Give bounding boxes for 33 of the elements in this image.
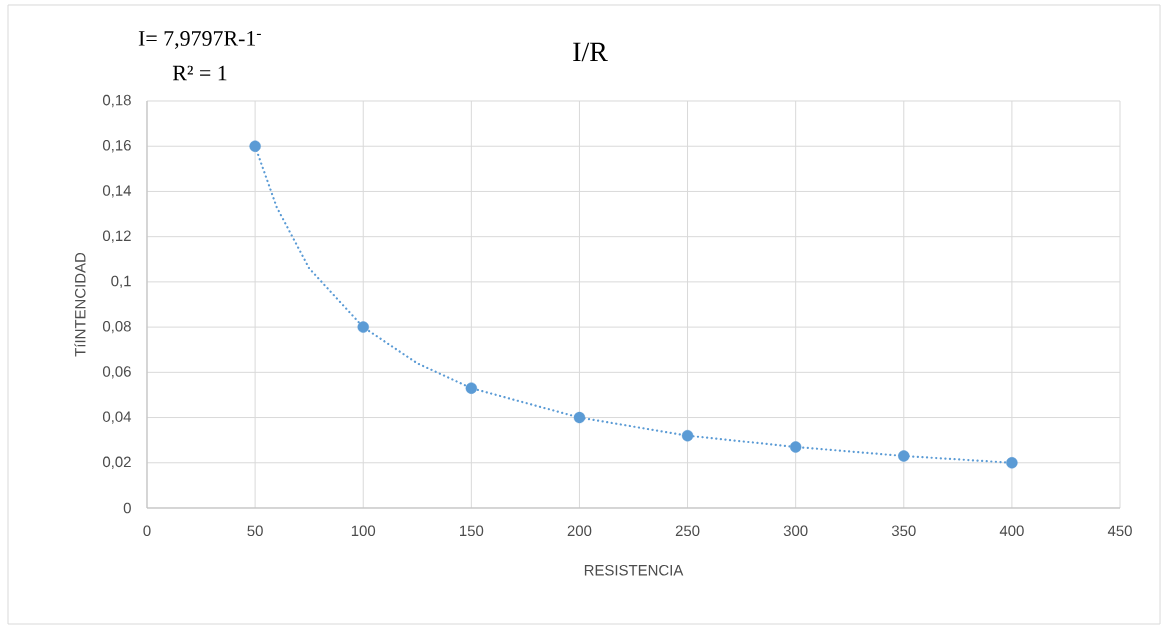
y-tick-label: 0,14: [102, 185, 132, 198]
x-tick-label: 200: [567, 525, 592, 537]
y-tick-label: 0,04: [102, 411, 132, 424]
x-tick-label: 350: [891, 525, 916, 537]
x-tick-label: 450: [1107, 525, 1132, 537]
y-axis-title: TíINTENCIDAD: [74, 252, 86, 357]
chart-title: I/R: [573, 42, 608, 62]
point: [249, 140, 261, 152]
x-tick-label: 150: [460, 525, 484, 537]
y-tick-label: 0,06: [102, 366, 131, 379]
y-tick-label: 0,1: [111, 275, 131, 289]
y-tick-label: 0,08: [102, 320, 131, 334]
text: R² = 1: [172, 65, 227, 81]
y-tick-label: 0,18: [102, 94, 131, 108]
x-tick-label: 300: [783, 525, 808, 537]
x-tick-label: 100: [351, 525, 376, 537]
x-tick-label: 400: [999, 525, 1024, 537]
x-tick-label: 250: [675, 525, 700, 537]
point: [357, 321, 369, 333]
point: [1006, 457, 1018, 469]
point: [681, 429, 694, 442]
point: [789, 441, 802, 453]
y-tick-label: 0,16: [102, 140, 131, 153]
point: [573, 411, 586, 424]
text: I= 7,9797R-1$^{-}$: [138, 31, 261, 49]
x-tick-label: 0: [143, 525, 151, 537]
y-tick-label: 0,02: [102, 456, 131, 469]
x-tick-label: 50: [247, 525, 263, 537]
x-axis-title: RESISTENCIA: [584, 564, 684, 576]
point: [465, 382, 478, 394]
point: [898, 450, 910, 462]
y-tick-label: 0,12: [102, 230, 131, 243]
y-tick-label: 0: [123, 502, 131, 514]
